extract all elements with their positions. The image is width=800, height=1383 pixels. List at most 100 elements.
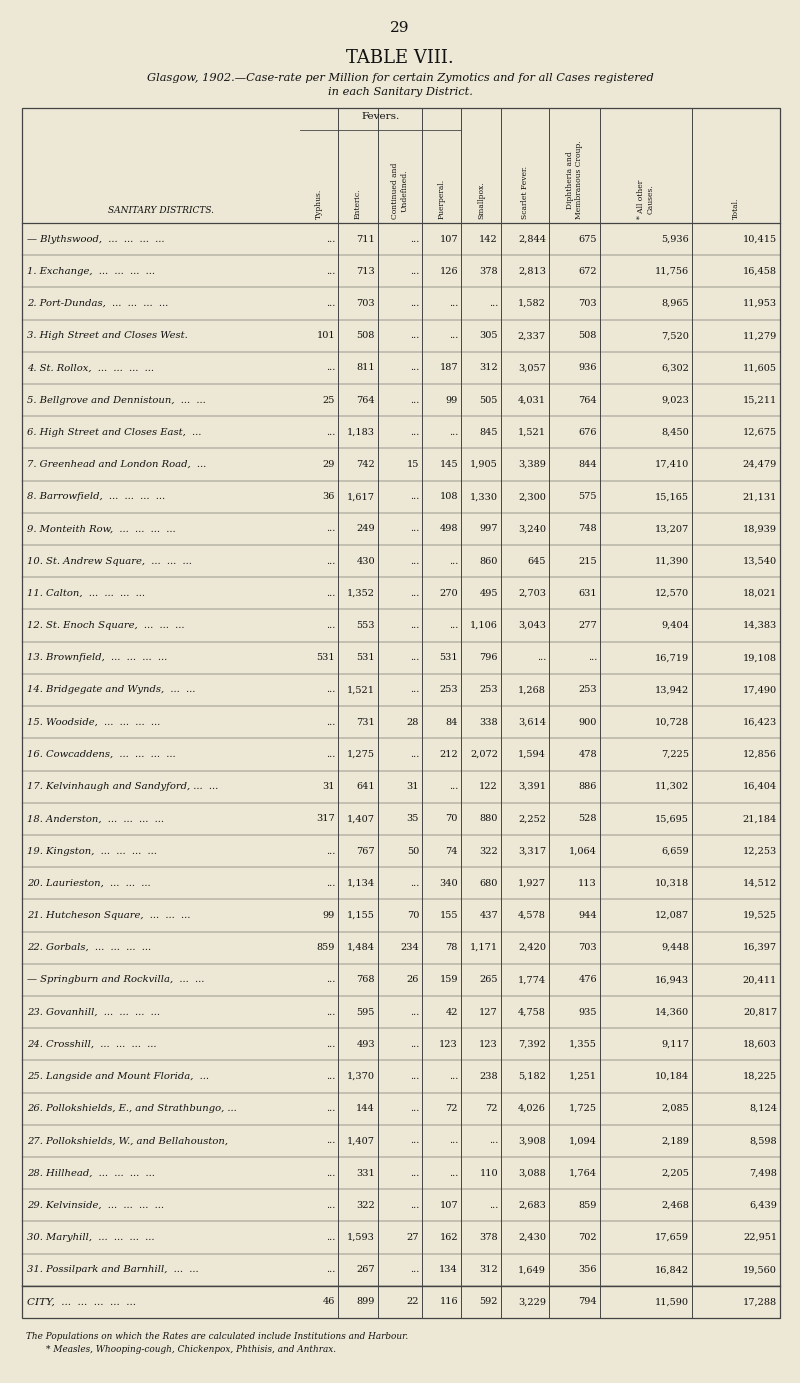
Text: 478: 478 <box>578 750 597 759</box>
Text: 900: 900 <box>578 718 597 726</box>
Text: 592: 592 <box>479 1297 498 1307</box>
Text: 20,411: 20,411 <box>742 975 777 985</box>
Text: 123: 123 <box>439 1040 458 1048</box>
Text: ...: ... <box>410 1137 419 1145</box>
Text: 378: 378 <box>479 267 498 275</box>
Text: ...: ... <box>588 653 597 662</box>
Text: SANITARY DISTRICTS.: SANITARY DISTRICTS. <box>108 206 214 214</box>
Text: 21,131: 21,131 <box>742 492 777 501</box>
Text: 17,288: 17,288 <box>743 1297 777 1307</box>
Text: 7,392: 7,392 <box>518 1040 546 1048</box>
Text: 108: 108 <box>439 492 458 501</box>
Text: ...: ... <box>489 1137 498 1145</box>
Text: 4,026: 4,026 <box>518 1104 546 1113</box>
Text: 322: 322 <box>479 846 498 856</box>
Text: 10,728: 10,728 <box>655 718 689 726</box>
Text: ...: ... <box>326 524 335 534</box>
Text: 7. Greenhead and London Road,  ...: 7. Greenhead and London Road, ... <box>27 461 206 469</box>
Text: 14,383: 14,383 <box>742 621 777 631</box>
Text: 1,155: 1,155 <box>347 911 375 920</box>
Text: Typhus.: Typhus. <box>315 188 323 219</box>
Text: 1,407: 1,407 <box>347 815 375 823</box>
Text: 703: 703 <box>356 299 375 308</box>
Text: 26: 26 <box>406 975 419 985</box>
Text: 1,521: 1,521 <box>518 427 546 437</box>
Text: 78: 78 <box>446 943 458 952</box>
Text: 1,275: 1,275 <box>347 750 375 759</box>
Text: 12,675: 12,675 <box>743 427 777 437</box>
Text: 2. Port-Dundas,  ...  ...  ...  ...: 2. Port-Dundas, ... ... ... ... <box>27 299 168 308</box>
Text: 731: 731 <box>356 718 375 726</box>
Text: Smallpox.: Smallpox. <box>477 181 485 219</box>
Text: 20,817: 20,817 <box>743 1008 777 1017</box>
Text: 265: 265 <box>479 975 498 985</box>
Text: 312: 312 <box>479 364 498 372</box>
Text: 20. Laurieston,  ...  ...  ...: 20. Laurieston, ... ... ... <box>27 878 150 888</box>
Text: 2,844: 2,844 <box>518 235 546 243</box>
Text: 794: 794 <box>578 1297 597 1307</box>
Text: 2,189: 2,189 <box>661 1137 689 1145</box>
Text: 14,360: 14,360 <box>655 1008 689 1017</box>
Text: 27: 27 <box>406 1234 419 1242</box>
Text: 2,072: 2,072 <box>470 750 498 759</box>
Text: 498: 498 <box>439 524 458 534</box>
Text: 19,108: 19,108 <box>743 653 777 662</box>
Text: 10. St. Andrew Square,  ...  ...  ...: 10. St. Andrew Square, ... ... ... <box>27 557 192 566</box>
Text: 2,683: 2,683 <box>518 1200 546 1210</box>
Text: 3,389: 3,389 <box>518 461 546 469</box>
Text: 99: 99 <box>322 911 335 920</box>
Text: 238: 238 <box>479 1072 498 1082</box>
Text: 845: 845 <box>479 427 498 437</box>
Text: 505: 505 <box>480 396 498 405</box>
Text: ...: ... <box>410 299 419 308</box>
Text: ...: ... <box>326 299 335 308</box>
Text: 531: 531 <box>316 653 335 662</box>
Text: ...: ... <box>410 1265 419 1274</box>
Text: 253: 253 <box>578 686 597 694</box>
Text: 19,525: 19,525 <box>743 911 777 920</box>
Text: The Populations on which the Rates are calculated include Institutions and Harbo: The Populations on which the Rates are c… <box>26 1332 408 1342</box>
Text: 22,951: 22,951 <box>743 1234 777 1242</box>
Text: ...: ... <box>410 524 419 534</box>
Text: — Blythswood,  ...  ...  ...  ...: — Blythswood, ... ... ... ... <box>27 235 165 243</box>
Text: 1,171: 1,171 <box>470 943 498 952</box>
Text: 3,240: 3,240 <box>518 524 546 534</box>
Text: 1,268: 1,268 <box>518 686 546 694</box>
Text: 2,468: 2,468 <box>661 1200 689 1210</box>
Text: 7,520: 7,520 <box>661 331 689 340</box>
Text: 22: 22 <box>406 1297 419 1307</box>
Text: ...: ... <box>326 1169 335 1177</box>
Text: 2,703: 2,703 <box>518 589 546 597</box>
Text: 14. Bridgegate and Wynds,  ...  ...: 14. Bridgegate and Wynds, ... ... <box>27 686 195 694</box>
Text: 3,229: 3,229 <box>518 1297 546 1307</box>
Text: 13,540: 13,540 <box>743 557 777 566</box>
Text: 531: 531 <box>356 653 375 662</box>
Text: ...: ... <box>449 1072 458 1082</box>
Text: ...: ... <box>326 1200 335 1210</box>
Text: 936: 936 <box>578 364 597 372</box>
Text: 675: 675 <box>578 235 597 243</box>
Text: 430: 430 <box>356 557 375 566</box>
Text: 21. Hutcheson Square,  ...  ...  ...: 21. Hutcheson Square, ... ... ... <box>27 911 190 920</box>
Text: 3. High Street and Closes West.: 3. High Street and Closes West. <box>27 331 188 340</box>
Text: 2,300: 2,300 <box>518 492 546 501</box>
Text: 1,251: 1,251 <box>569 1072 597 1082</box>
Text: 11,605: 11,605 <box>743 364 777 372</box>
Text: ...: ... <box>410 653 419 662</box>
Text: 767: 767 <box>356 846 375 856</box>
Text: 1,593: 1,593 <box>347 1234 375 1242</box>
Text: 4,031: 4,031 <box>518 396 546 405</box>
Text: 1,764: 1,764 <box>569 1169 597 1177</box>
Text: 16,719: 16,719 <box>655 653 689 662</box>
Text: 899: 899 <box>357 1297 375 1307</box>
Text: ...: ... <box>537 653 546 662</box>
Text: ...: ... <box>326 1072 335 1082</box>
Text: 1,355: 1,355 <box>569 1040 597 1048</box>
Text: 508: 508 <box>357 331 375 340</box>
Text: 860: 860 <box>480 557 498 566</box>
Text: 12,087: 12,087 <box>655 911 689 920</box>
Text: 1,106: 1,106 <box>470 621 498 631</box>
Text: 11,390: 11,390 <box>655 557 689 566</box>
Text: 645: 645 <box>527 557 546 566</box>
Text: 528: 528 <box>578 815 597 823</box>
